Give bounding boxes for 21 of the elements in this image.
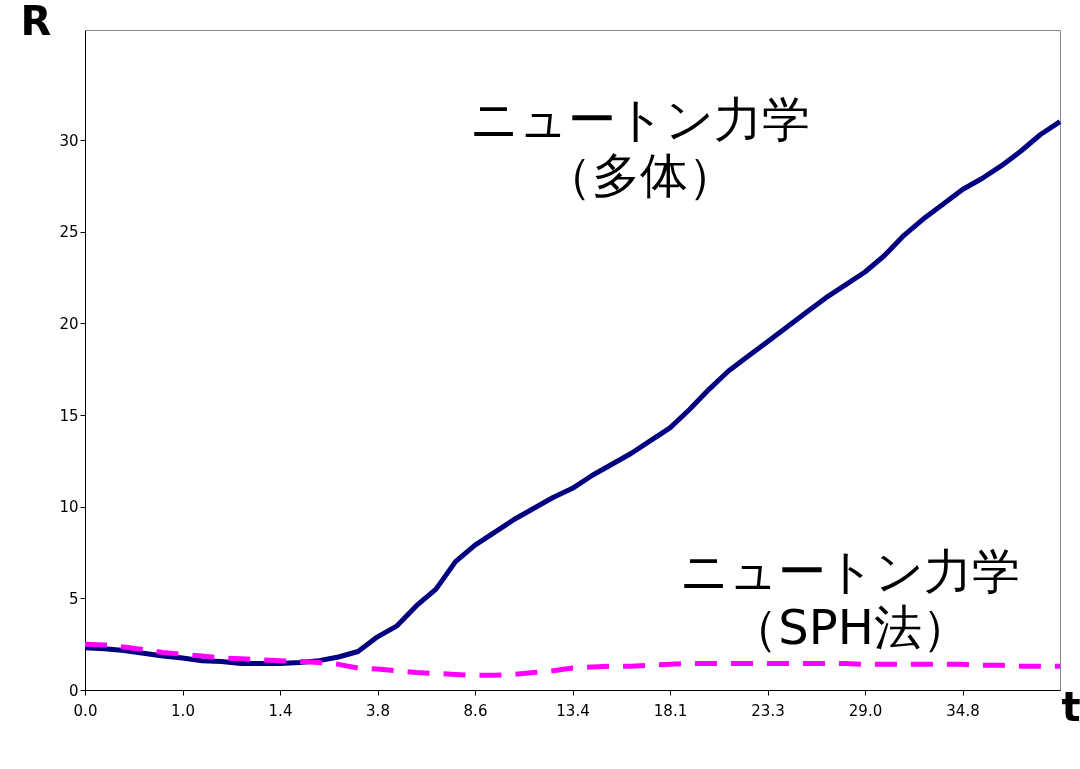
x-tick-label: 18.1 [653, 701, 688, 720]
y-tick-label: 20 [59, 314, 79, 333]
y-tick-label: 10 [59, 498, 79, 517]
y-tick-label: 0 [68, 681, 79, 700]
x-tick-label: 34.8 [946, 701, 980, 720]
x-tick-label: 29.0 [848, 701, 883, 720]
y-axis-title: R [20, 0, 52, 44]
y-tick-label: 30 [59, 131, 79, 150]
x-axis-title: t [1061, 683, 1080, 730]
x-tick-label: 23.3 [751, 701, 785, 720]
series-label: ニュートン力学（多体） [470, 91, 810, 203]
x-tick-label: 8.6 [463, 701, 488, 720]
y-tick-label: 25 [59, 223, 79, 242]
x-tick-label: 13.4 [556, 701, 590, 720]
x-tick-label: 1.4 [268, 701, 293, 720]
y-tick-label: 5 [68, 589, 79, 608]
series-label: ニュートン力学（SPH法） [680, 543, 1020, 655]
x-tick-label: 0.0 [73, 701, 98, 720]
x-tick-label: 1.0 [171, 701, 195, 720]
x-tick-label: 3.8 [366, 701, 390, 720]
y-tick-label: 15 [59, 406, 79, 425]
